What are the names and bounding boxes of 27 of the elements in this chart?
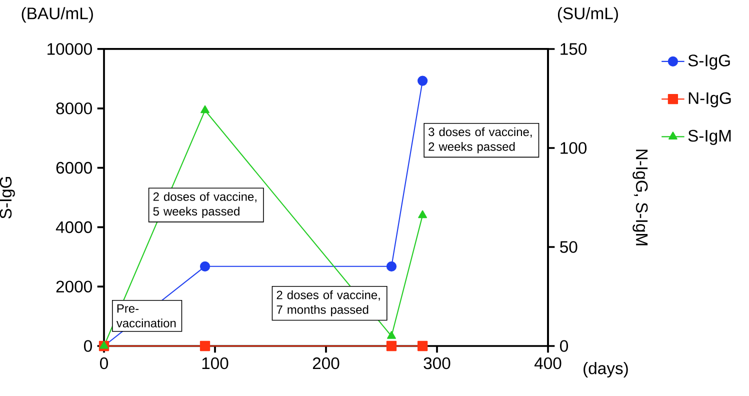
y-tick-label: 8000 (56, 102, 92, 114)
y-tick-label: 0 (84, 340, 92, 352)
x-tick-label: 100 (202, 357, 228, 370)
x-tick-label: 0 (100, 357, 108, 370)
x-tick-label: 400 (534, 357, 562, 370)
x-axis-title: (days) (584, 362, 628, 378)
y-tick-label: 2000 (56, 280, 92, 293)
text: (BAU/mL) (22, 7, 93, 23)
annotation: 2 doses of vaccine, 5 weeks passed (153, 192, 256, 218)
y2-axis-title: N-IgG, S-IgM (632, 150, 648, 246)
legend-label: S-IgG (688, 54, 730, 70)
annotation: 3 doses of vaccine, 2 weeks passed (428, 127, 532, 154)
y-tick-label: 4000 (56, 221, 92, 234)
legend-label: N-IgG (688, 92, 731, 108)
x-tick-label: 200 (312, 357, 340, 370)
y2-tick-label: 0 (560, 340, 568, 352)
text: (SU/mL) (558, 7, 618, 23)
y-tick-label: 6000 (56, 162, 92, 174)
annotation: Pre-vaccination (116, 304, 176, 328)
annotation: 2 doses of vaccine, 7 months passed (276, 290, 380, 316)
y-axis-title: S-IgG (0, 176, 15, 219)
y-tick-label: 10000 (48, 43, 92, 55)
y2-tick-label: 100 (560, 142, 587, 154)
y2-tick-label: 50 (560, 241, 578, 253)
legend-label: S-IgM (688, 130, 731, 145)
y2-tick-label: 150 (560, 43, 587, 55)
x-tick-label: 300 (424, 357, 450, 370)
